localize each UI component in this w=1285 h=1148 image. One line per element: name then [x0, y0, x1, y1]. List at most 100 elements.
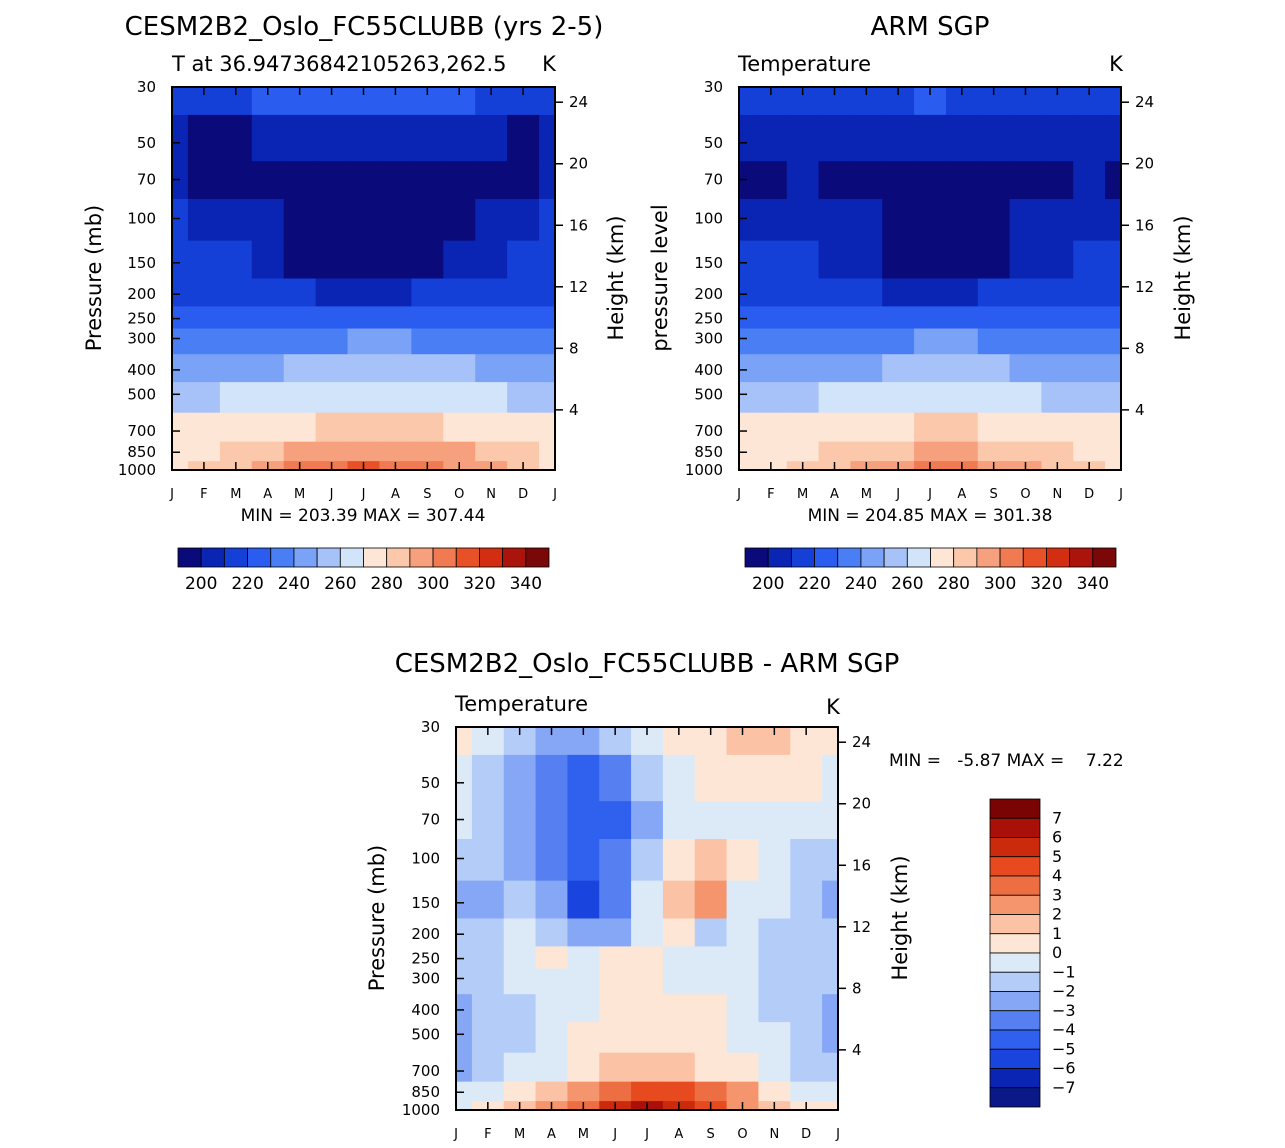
y-tick-label: 100 — [694, 210, 723, 228]
contour-cell — [1073, 441, 1106, 462]
panel-difference: CESM2B2_Oslo_FC55CLUBB - ARM SGP Tempera… — [365, 649, 1124, 1142]
contour-cell — [471, 839, 505, 882]
contour-cell — [347, 328, 381, 355]
y-tick-label: 400 — [411, 1001, 440, 1019]
panel-obs: ARM SGP Temperature K 30 50 70 100 150 200 250… — [648, 12, 1195, 594]
contour-cell — [539, 199, 556, 242]
contour-cell — [503, 839, 537, 882]
contour-cell — [786, 441, 820, 462]
contour-cell — [1009, 114, 1043, 162]
contour-cell — [1041, 161, 1074, 200]
contour-cell — [822, 727, 839, 756]
contour-cell — [631, 1022, 664, 1054]
contour-cell — [567, 946, 600, 970]
contour-cell — [283, 306, 317, 330]
contour-cell — [539, 87, 556, 116]
colorbar-swatch — [989, 1010, 1041, 1031]
contour-cell — [172, 240, 189, 280]
contour-cell — [850, 328, 883, 355]
height-tick-label: 8 — [569, 339, 579, 357]
colorbar-swatch — [790, 547, 815, 568]
contour-cell — [379, 278, 412, 307]
contour-cell — [850, 412, 883, 443]
contour-cell — [914, 161, 947, 200]
contour-cell — [503, 918, 537, 947]
contour-cell — [662, 1052, 696, 1083]
contour-cell — [219, 306, 253, 330]
contour-cell — [631, 754, 664, 802]
contour-cell — [754, 278, 788, 307]
contour-cell — [503, 994, 537, 1023]
contour-cell — [379, 240, 412, 280]
contour-cell — [219, 441, 253, 462]
contour-cell — [758, 1081, 791, 1102]
colorbar-label: 3 — [1052, 885, 1062, 904]
colorbar-label: 220 — [798, 574, 830, 594]
contour-cell — [945, 161, 979, 200]
contour-cell — [475, 354, 508, 383]
colorbar-swatch — [432, 547, 457, 568]
contour-cell — [818, 382, 852, 414]
x-tick-label: N — [1052, 487, 1062, 502]
contour-cell — [822, 1022, 839, 1054]
y-tick-label: 500 — [127, 385, 156, 403]
contour-cell — [1009, 441, 1043, 462]
contour-cell — [822, 1101, 839, 1111]
colorbar-label: −4 — [1052, 1020, 1076, 1039]
contour-cell — [786, 354, 820, 383]
contour-cell — [379, 161, 412, 200]
contour-cell — [662, 839, 696, 882]
contour-cell — [443, 240, 476, 280]
colorbar-swatch — [883, 547, 908, 568]
contour-cell — [456, 727, 473, 756]
colorbar-label: −1 — [1052, 962, 1076, 981]
x-tick-label: D — [518, 487, 528, 502]
x-tick-label: J — [895, 487, 900, 502]
contour-cell — [631, 946, 664, 970]
contour-cell — [726, 994, 760, 1023]
contour-cell — [539, 240, 556, 280]
x-tick-label: M — [230, 487, 241, 502]
contour-cell — [379, 354, 412, 383]
contour-cell — [694, 918, 728, 947]
x-tick-label: N — [486, 487, 496, 502]
contour-cell — [914, 306, 947, 330]
contour-cell — [503, 1022, 537, 1054]
contour-cell — [945, 114, 979, 162]
contour-cell — [283, 441, 317, 462]
contour-cell — [726, 1052, 760, 1083]
y-tick-label: 100 — [411, 850, 440, 868]
contour-cell — [251, 382, 285, 414]
contour-cell — [662, 1081, 696, 1102]
contour-cell — [977, 412, 1011, 443]
contour-cell — [456, 1101, 473, 1111]
contour-cell — [754, 412, 788, 443]
contour-cell — [754, 240, 788, 280]
contour-cell — [1009, 328, 1043, 355]
contour-cell — [945, 354, 979, 383]
contour-cell — [786, 114, 820, 162]
contour-cell — [172, 161, 189, 200]
contour-cell — [631, 839, 664, 882]
contour-cell — [599, 918, 632, 947]
contour-cell — [631, 918, 664, 947]
contour-cell — [739, 199, 756, 242]
contour-cell — [539, 412, 556, 443]
panel-subtitle: Temperature — [737, 52, 871, 76]
contour-cell — [507, 382, 540, 414]
contour-cell — [818, 240, 852, 280]
y-axis-label-right: Height (km) — [888, 855, 912, 980]
contour-cell — [977, 328, 1011, 355]
y-tick-label: 300 — [694, 329, 723, 347]
contour-cell — [187, 441, 221, 462]
height-tick-label: 16 — [569, 216, 588, 234]
contour-cell — [411, 306, 444, 330]
contour-cell — [790, 839, 823, 882]
contour-cell — [1041, 306, 1074, 330]
contour-cell — [507, 240, 540, 280]
contour-cell — [535, 946, 569, 970]
contour-cell — [739, 461, 756, 471]
contour-cell — [283, 161, 317, 200]
contour-cell — [822, 946, 839, 970]
contour-cell — [507, 161, 540, 200]
